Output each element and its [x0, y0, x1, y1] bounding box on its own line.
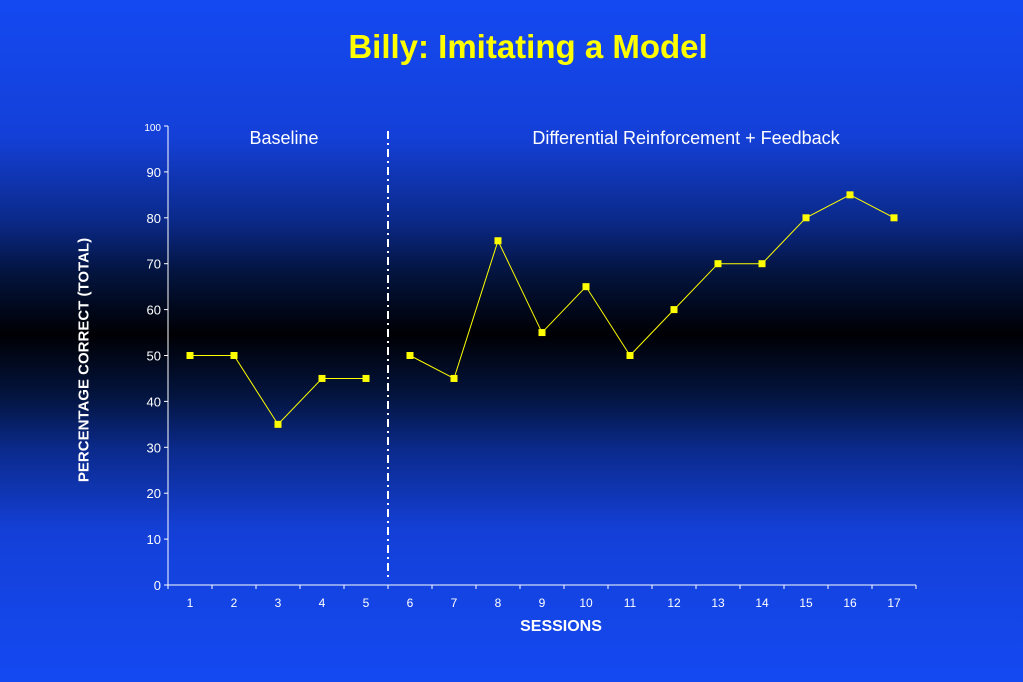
y-tick-label-80: 80: [147, 211, 161, 226]
data-point-session-11: [626, 352, 634, 359]
x-tick-label-17: 17: [887, 596, 901, 610]
y-tick-label-0: 0: [154, 578, 161, 593]
data-point-session-7: [450, 374, 458, 382]
x-tick-label-14: 14: [755, 596, 769, 610]
y-tick-label-20: 20: [147, 486, 161, 501]
x-tick-label-7: 7: [451, 596, 458, 610]
x-tick-label-2: 2: [231, 596, 238, 610]
series-line-phase-2: [409, 194, 895, 380]
y-tick-label-30: 30: [147, 440, 161, 455]
data-point-session-5: [362, 374, 370, 382]
x-tick-label-16: 16: [843, 596, 857, 610]
data-point-session-15: [802, 214, 810, 222]
data-point-session-2: [230, 352, 238, 359]
data-point-session-12: [670, 306, 678, 314]
y-tick-label-50: 50: [147, 349, 161, 364]
data-point-session-3: [274, 420, 282, 428]
x-tick-label-3: 3: [275, 596, 282, 610]
data-point-session-8: [494, 237, 502, 245]
x-tick-label-10: 10: [579, 596, 593, 610]
x-tick-label-11: 11: [624, 596, 637, 610]
x-axis-label: SESSIONS: [520, 618, 602, 635]
y-tick-label-70: 70: [147, 257, 161, 272]
data-point-session-10: [582, 283, 590, 291]
data-point-session-9: [538, 329, 546, 337]
chart-title: Billy: Imitating a Model: [348, 28, 708, 65]
data-point-session-13: [714, 260, 722, 268]
data-point-session-1: [186, 352, 194, 359]
x-tick-label-1: 1: [187, 596, 194, 610]
y-tick-label-10: 10: [147, 532, 161, 547]
data-point-session-4: [318, 374, 326, 382]
y-tick-label-90: 90: [147, 165, 161, 180]
series-line-phase-1: [190, 355, 366, 426]
y-tick-label-40: 40: [147, 394, 161, 409]
data-point-session-16: [846, 191, 854, 199]
x-tick-label-6: 6: [407, 596, 414, 610]
phase-label-intervention: Differential Reinforcement + Feedback: [532, 128, 840, 148]
x-tick-label-13: 13: [711, 596, 725, 610]
data-point-session-6: [406, 352, 414, 359]
y-tick-label-100: 100: [144, 123, 161, 134]
x-tick-label-8: 8: [495, 596, 502, 610]
x-tick-label-9: 9: [539, 596, 546, 610]
data-point-session-14: [758, 260, 766, 268]
x-tick-label-5: 5: [363, 596, 370, 610]
x-tick-label-12: 12: [667, 596, 681, 610]
data-point-session-17: [890, 214, 898, 222]
phase-label-baseline: Baseline: [249, 128, 319, 148]
x-tick-label-4: 4: [319, 596, 326, 610]
y-tick-label-60: 60: [147, 303, 161, 318]
x-tick-label-15: 15: [799, 596, 813, 610]
